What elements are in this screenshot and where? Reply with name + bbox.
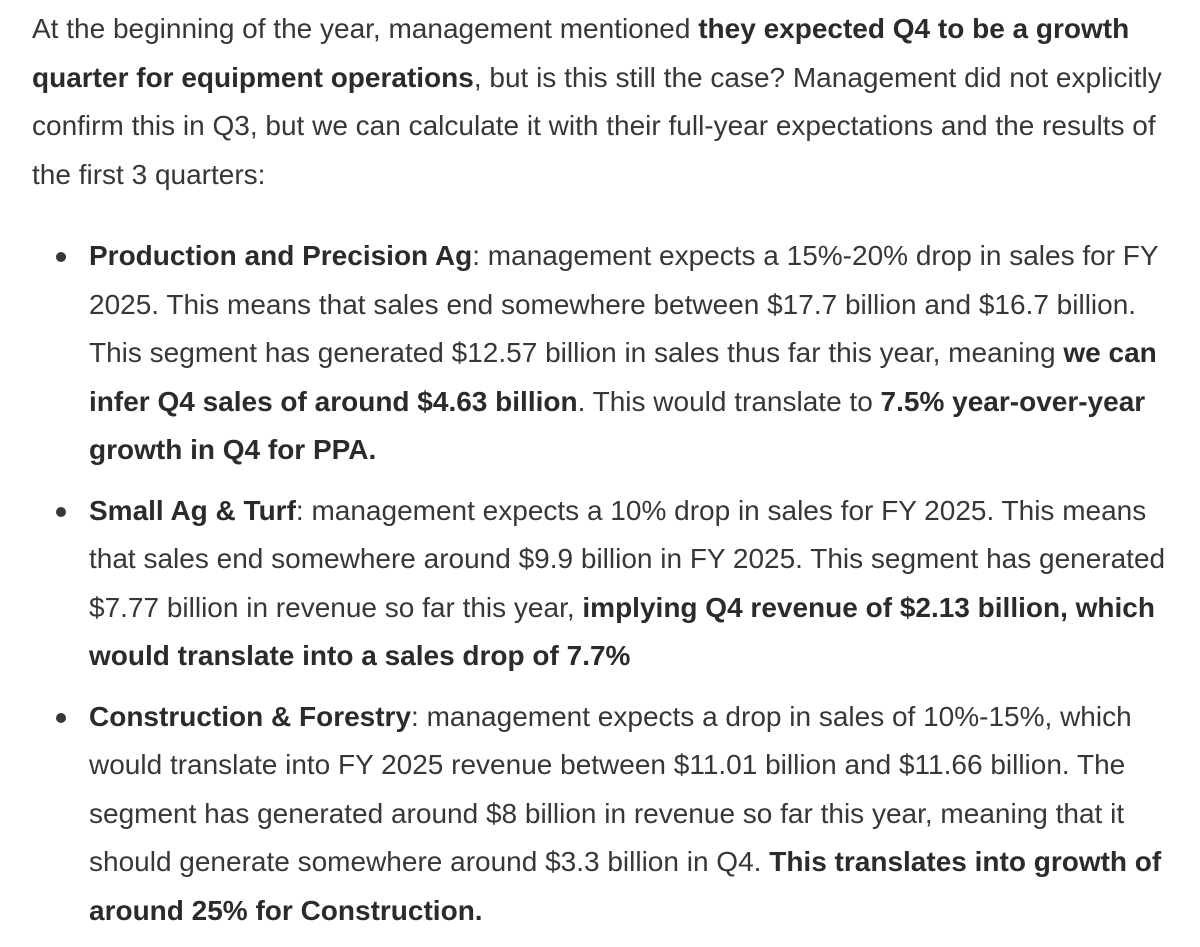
article-body: At the beginning of the year, management… (32, 5, 1194, 947)
segment-list: Production and Precision Ag: management … (32, 232, 1194, 935)
segment-text: Production and Precision Ag: management … (89, 232, 1194, 475)
segment-text: Small Ag & Turf: management expects a 10… (89, 487, 1194, 681)
segment-item-ppa: Production and Precision Ag: management … (32, 232, 1194, 475)
bullet-icon (56, 252, 66, 262)
segment-title: Small Ag & Turf (89, 494, 296, 526)
segment-body: : management expects a 15%-20% drop in s… (89, 240, 1159, 368)
intro-paragraph: At the beginning of the year, management… (32, 5, 1194, 199)
bullet-icon (56, 506, 66, 517)
intro-text-start: At the beginning of the year, management… (32, 13, 699, 44)
segment-emphasis: we can infer Q4 sales of around $4.63 bi… (89, 337, 1157, 417)
segment-title: Construction & Forestry (89, 700, 412, 732)
segment-emphasis: implying Q4 revenue of $2.13 billion, wh… (89, 591, 1155, 672)
segment-title: Production and Precision Ag (89, 240, 473, 271)
segment-body: : management expects a 10% drop in sales… (89, 494, 1166, 623)
intro-text-end: , but is this still the case? Management… (32, 61, 1162, 190)
segment-body-cont: . This would translate to (577, 385, 881, 417)
segment-text: Construction & Forestry: management expe… (89, 693, 1194, 936)
segment-emphasis-final: 7.5% year-over-year growth in Q4 for PPA… (89, 385, 1146, 466)
segment-item-construction: Construction & Forestry: management expe… (32, 693, 1194, 936)
intro-emphasis: they expected Q4 to be a growth quarter … (32, 13, 1130, 93)
segment-body: : management expects a drop in sales of … (89, 700, 1132, 878)
segment-item-small-ag: Small Ag & Turf: management expects a 10… (32, 487, 1194, 681)
segment-emphasis: This translates into growth of around 25… (89, 846, 1162, 926)
bullet-icon (56, 712, 66, 723)
